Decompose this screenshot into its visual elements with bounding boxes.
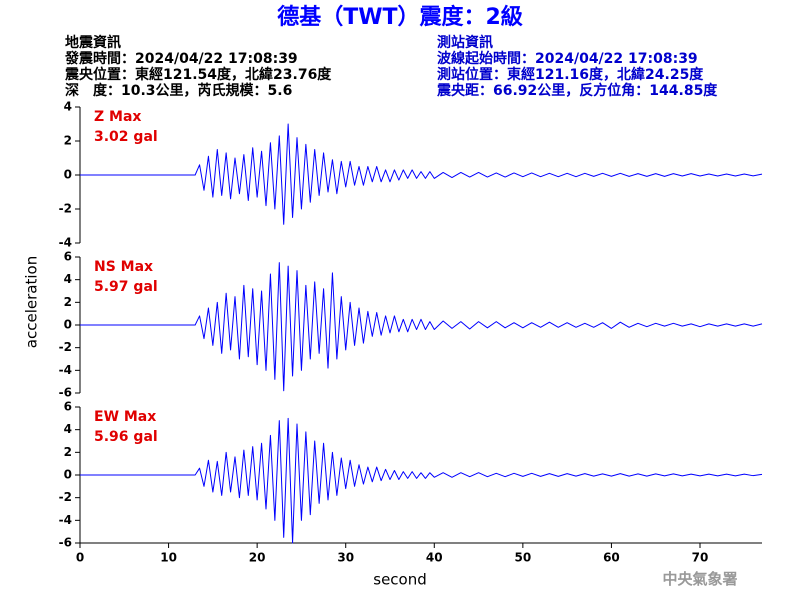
y-tick-label: -2 [59, 340, 72, 354]
y-tick-label: 4 [64, 422, 72, 436]
y-tick-label: -4 [59, 236, 72, 250]
waveform [80, 262, 763, 392]
y-tick-label: 4 [64, 100, 72, 114]
y-tick-label: -4 [59, 513, 72, 527]
y-tick-label: 4 [64, 272, 72, 286]
y-tick-label: 0 [64, 318, 72, 332]
info-line: 波線起始時間：2024/04/22 17:08:39 [437, 50, 698, 67]
y-axis-label: acceleration [23, 256, 41, 348]
y-tick-label: 2 [64, 445, 72, 459]
y-tick-label: 0 [64, 168, 72, 182]
info-line: 震央位置：東經121.54度，北緯23.76度 [64, 66, 332, 83]
info-line: 測站位置：東經121.16度，北緯24.25度 [437, 66, 704, 83]
y-tick-label: -6 [59, 386, 72, 400]
chart-title: 德基（TWT）震度：2級 [277, 4, 523, 30]
info-line: 深 度：10.3公里，芮氏規模：5.6 [65, 82, 292, 99]
y-tick-label: 0 [64, 468, 72, 482]
y-tick-label: -4 [59, 363, 72, 377]
y-tick-label: 2 [64, 134, 72, 148]
x-tick-label: 50 [515, 551, 532, 565]
y-tick-label: -6 [59, 536, 72, 550]
annotation: 5.97 gal [94, 279, 158, 295]
x-tick-label: 30 [337, 551, 354, 565]
x-tick-label: 70 [692, 551, 709, 565]
x-tick-label: 0 [76, 551, 84, 565]
annotation: NS Max [94, 259, 153, 275]
x-tick-label: 60 [603, 551, 620, 565]
annotation: Z Max [94, 109, 141, 125]
waveform [80, 417, 763, 544]
y-tick-label: 2 [64, 295, 72, 309]
info-line: 發震時間：2024/04/22 17:08:39 [64, 50, 298, 67]
y-tick-label: 6 [64, 400, 72, 414]
info-line: 地震資訊 [65, 34, 121, 51]
x-tick-label: 10 [160, 551, 177, 565]
x-tick-label: 40 [426, 551, 443, 565]
annotation: 5.96 gal [94, 429, 158, 445]
annotation: EW Max [94, 409, 156, 425]
y-tick-label: -2 [59, 202, 72, 216]
info-line: 測站資訊 [437, 34, 493, 51]
y-tick-label: -2 [59, 490, 72, 504]
annotation: 3.02 gal [94, 129, 158, 145]
x-axis-label: second [373, 571, 427, 589]
x-tick-label: 20 [249, 551, 266, 565]
y-tick-label: 6 [64, 250, 72, 264]
waveform [80, 123, 763, 225]
info-line: 震央距：66.92公里，反方位角：144.85度 [436, 82, 718, 99]
watermark: 中央氣象署 [662, 570, 737, 588]
